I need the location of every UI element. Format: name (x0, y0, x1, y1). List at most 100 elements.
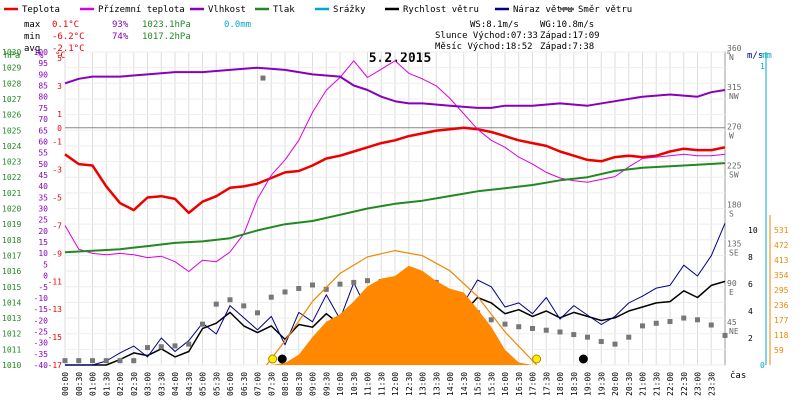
pressure-tick-label: 1020 (2, 205, 21, 214)
temperature-tick-label: 1 (57, 110, 62, 119)
temperature-tick-label: -15 (48, 333, 63, 342)
humidity-tick-label: -5 (38, 283, 48, 292)
axes-layer: 00:00 00:30 01:00 01:30 02:00 02:30 03:00 03:30… (2, 44, 789, 396)
stats-min-label: min (24, 32, 40, 42)
stats-max-temp: 0.1°C (52, 20, 79, 30)
temperature-tick-label: 0 (57, 124, 62, 133)
humidity-tick-label: 50 (38, 160, 48, 169)
stats-max-humidity: 93% (112, 20, 129, 30)
humidity-tick-label: -15 (34, 305, 49, 314)
unit-cas: čas (730, 370, 746, 381)
solar-tick-label: 354 (774, 271, 789, 280)
humidity-tick-label: 80 (38, 93, 48, 102)
humidity-tick-label: 95 (38, 59, 48, 68)
wind-direction-point (653, 320, 659, 326)
wind-direction-point (90, 358, 95, 364)
humidity-tick-label: 20 (38, 227, 48, 236)
rain-tick-label: 1 (760, 62, 765, 71)
x-tick-label: 13:00 (419, 372, 428, 396)
stats-moon-set: Západ:7:38 (540, 42, 594, 52)
direction-compass-label: N (729, 53, 734, 62)
wind-direction-point (131, 358, 137, 364)
x-tick-label: 00:30 (75, 372, 84, 396)
pressure-tick-label: 1021 (2, 189, 21, 198)
wind-tick-label: 4 (748, 307, 753, 316)
x-tick-label: 09:00 (309, 372, 318, 396)
x-tick-label: 04:30 (185, 372, 194, 396)
stats-panel: max 0.1°C 93% 1023.1hPa 0.0mm min -6.2°C… (24, 20, 600, 54)
series-line-tlak (64, 162, 726, 254)
x-tick-label: 08:30 (295, 372, 304, 396)
humidity-tick-label: 60 (38, 137, 48, 146)
x-tick-label: 23:30 (707, 372, 716, 396)
humidity-tick-label: 85 (38, 82, 48, 91)
pressure-tick-label: 1028 (2, 79, 21, 88)
temperature-tick-label: 5 (57, 54, 62, 63)
pressure-tick-label: 1010 (2, 361, 21, 370)
stats-moon-rise: Měsíc Východ:18:52 (435, 42, 533, 52)
x-tick-label: 11:30 (377, 372, 386, 396)
direction-compass-label: W (729, 131, 734, 140)
stats-min-humidity: 74% (112, 32, 129, 42)
pressure-tick-label: 1014 (2, 298, 21, 307)
unit-hpa: hPa (4, 51, 20, 61)
direction-tick-label: 225 (727, 161, 742, 170)
x-tick-label: 09:30 (322, 372, 331, 396)
x-tick-label: 22:30 (680, 372, 689, 396)
wind-direction-point (213, 301, 219, 307)
humidity-tick-label: 25 (38, 216, 48, 225)
x-tick-label: 10:30 (350, 372, 359, 396)
chart-title: 5.2.2015 (369, 51, 432, 66)
stats-avg-temp: -2.1°C (52, 44, 85, 54)
x-tick-label: 21:00 (639, 372, 648, 396)
stats-sun-rise: Slunce Východ:07:33 (435, 31, 538, 41)
pressure-tick-label: 1024 (2, 142, 21, 151)
direction-compass-label: NE (729, 327, 739, 336)
sun-marker (532, 354, 542, 364)
legend-label: Rychlost větru (403, 5, 479, 15)
temperature-tick-label: -9 (52, 249, 62, 258)
series-line-teplota (64, 126, 726, 215)
x-tick-label: 02:00 (116, 372, 125, 396)
unit-pct: % (38, 51, 44, 61)
wind-direction-point (626, 334, 632, 340)
x-tick-label: 20:00 (611, 372, 620, 396)
temperature-tick-label: -7 (52, 221, 62, 230)
temperature-tick-label: -5 (52, 194, 62, 203)
x-tick-label: 18:00 (556, 372, 565, 396)
wind-direction-point (186, 341, 192, 347)
wind-direction-point (62, 358, 68, 364)
pressure-tick-label: 1027 (2, 95, 21, 104)
wind-direction-point (351, 279, 357, 285)
solar-tick-label: 118 (774, 331, 789, 340)
direction-tick-label: 180 (727, 201, 742, 210)
sun-marker (268, 354, 278, 364)
x-tick-label: 16:00 (501, 372, 510, 396)
wind-direction-point (488, 317, 494, 323)
x-tick-label: 19:30 (597, 372, 606, 396)
x-tick-label: 06:30 (240, 372, 249, 396)
humidity-tick-label: -35 (34, 350, 49, 359)
humidity-tick-label: 45 (38, 171, 48, 180)
stats-max-rain: 0.0mm (224, 20, 251, 30)
x-tick-label: 05:30 (212, 372, 221, 396)
humidity-tick-label: 55 (38, 149, 48, 158)
legend-label: Tlak (273, 5, 295, 15)
pressure-tick-label: 1019 (2, 220, 21, 229)
temperature-tick-label: 3 (57, 82, 62, 91)
x-tick-label: 14:30 (460, 372, 469, 396)
x-tick-label: 02:30 (130, 372, 139, 396)
legend: Teplota Přízemní teplota Vlhkost Tlak Srážky… (4, 5, 632, 15)
moon-marker (277, 354, 287, 364)
x-tick-label: 04:00 (171, 372, 180, 396)
wind-direction-point (667, 319, 673, 325)
direction-compass-label: NW (729, 92, 739, 101)
wind-direction-point (530, 325, 535, 331)
x-tick-label: 08:00 (281, 372, 290, 396)
temperature-tick-label: -11 (48, 277, 63, 286)
wind-direction-point (516, 324, 522, 330)
pressure-tick-label: 1016 (2, 267, 21, 276)
temperature-tick-label: -13 (48, 305, 63, 314)
x-tick-label: 21:30 (652, 372, 661, 396)
